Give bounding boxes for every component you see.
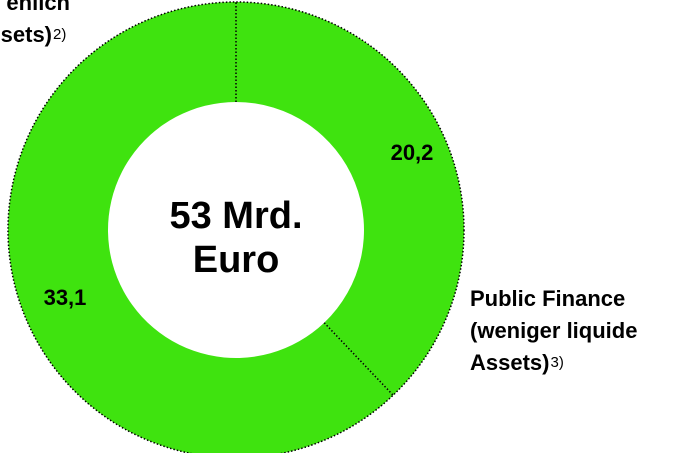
donut-segment <box>8 2 394 453</box>
segment-label-line: ssets) <box>0 22 52 47</box>
value-label: 33,1 <box>44 285 87 310</box>
segment-label: Public Finance <box>470 286 625 311</box>
value-label: 20,2 <box>391 140 434 165</box>
footnote: 2) <box>53 26 66 43</box>
segment-label-line: ehlich <box>6 0 70 15</box>
segment-label-line: (weniger liquide <box>470 318 637 343</box>
segment-divider <box>323 322 394 396</box>
segment-label-line: Assets) <box>470 350 549 375</box>
center-label: Euro <box>193 239 280 281</box>
segment-label: ehlich <box>6 0 70 15</box>
segment-label-line: Public Finance <box>470 286 625 311</box>
donut-outline <box>7 1 465 453</box>
segment-label: Assets) <box>470 350 549 375</box>
segment-label: ssets) <box>0 22 52 47</box>
donut-segment <box>236 2 465 396</box>
segment-label: (weniger liquide <box>470 318 637 343</box>
footnote: 3) <box>550 354 563 371</box>
center-label: 53 Mrd. <box>169 195 302 237</box>
